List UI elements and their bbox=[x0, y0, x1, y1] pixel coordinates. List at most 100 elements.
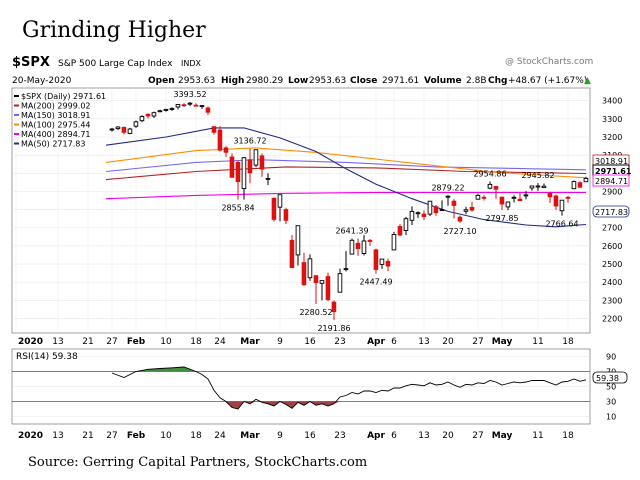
candle-up bbox=[295, 225, 301, 256]
price-tick-label: 2700 bbox=[602, 224, 622, 233]
rsi-series-line bbox=[111, 366, 587, 410]
date-tick-label: 13 bbox=[52, 337, 63, 347]
date-tick-label: May bbox=[492, 337, 513, 347]
candle-down bbox=[421, 213, 427, 218]
rsi-tick-label: 90 bbox=[606, 353, 616, 362]
candle-down bbox=[331, 301, 337, 313]
date-axis-lower: 2020 13 21 27 Feb 10 18 24 Mar 9 16 23 Apr 6 13 20 27 May… bbox=[18, 431, 574, 441]
volume-label: Volume bbox=[424, 76, 462, 86]
date-tick-label: 18 bbox=[562, 431, 574, 441]
date-tick-label: 11 bbox=[532, 337, 543, 347]
page-title: Grinding Higher bbox=[22, 18, 206, 43]
candle-down bbox=[193, 104, 199, 107]
date-tick-label: 20 bbox=[442, 431, 454, 441]
date-tick-label: 18 bbox=[190, 431, 202, 441]
candle-up bbox=[487, 183, 493, 189]
candle-up bbox=[523, 194, 529, 197]
candle-down bbox=[145, 113, 151, 117]
candle-down bbox=[181, 104, 187, 107]
price-annotation: 3393.52 bbox=[173, 90, 206, 99]
candle-up bbox=[529, 185, 535, 189]
rsi-tick-label: 50 bbox=[606, 383, 616, 392]
date-tick-label: 9 bbox=[277, 431, 283, 441]
candle-up bbox=[535, 185, 541, 188]
price-tick-label: 2500 bbox=[602, 260, 622, 269]
price-candles bbox=[109, 101, 589, 320]
price-tick-label: 3200 bbox=[602, 133, 622, 142]
price-tick-label: 2200 bbox=[602, 314, 622, 323]
ma400-tag-value: 2894.71 bbox=[595, 177, 628, 186]
candle-up bbox=[349, 239, 355, 255]
date-tick-label: 21 bbox=[82, 431, 93, 441]
chart-date: 20-May-2020 bbox=[12, 76, 72, 86]
price-tick-label: 2400 bbox=[602, 278, 622, 287]
date-tick-label: 11 bbox=[532, 431, 543, 441]
date-tick-label: Feb bbox=[127, 431, 146, 441]
candle-up bbox=[475, 194, 481, 200]
candle-up bbox=[265, 177, 271, 180]
ma400-tag bbox=[592, 174, 630, 187]
candle-up bbox=[133, 121, 139, 127]
candle-down bbox=[229, 156, 235, 178]
legend-entry: $SPX (Daily) 2971.61 bbox=[21, 92, 106, 101]
date-tick-label: Mar bbox=[240, 431, 260, 441]
price-annotation: 2855.84 bbox=[221, 204, 254, 213]
chg-up-arrow-icon: ▲ bbox=[584, 76, 591, 86]
candle-up bbox=[157, 110, 163, 113]
candle-up bbox=[361, 240, 367, 254]
rsi-tick-label: 30 bbox=[606, 398, 616, 407]
rsi-overbought-fill bbox=[112, 367, 586, 372]
price-annotation: 2280.52 bbox=[299, 308, 332, 317]
price-tick-label: 2300 bbox=[602, 296, 622, 305]
price-annotation: 2797.85 bbox=[485, 214, 518, 223]
ohlc-open-label: Open bbox=[148, 76, 175, 86]
candle-up bbox=[109, 128, 115, 131]
rsi-line bbox=[111, 366, 587, 410]
moving-average-lines bbox=[105, 127, 587, 228]
ma-line-ma400 bbox=[105, 191, 586, 200]
candle-down bbox=[217, 129, 223, 151]
date-tick-label: 24 bbox=[214, 337, 226, 347]
candle-down bbox=[205, 107, 211, 113]
price-tick-label: 2600 bbox=[602, 242, 622, 251]
candle-down bbox=[457, 216, 463, 222]
candle-up bbox=[511, 196, 517, 199]
header-bar bbox=[8, 52, 632, 72]
candle-down bbox=[493, 186, 499, 190]
ohlc-close-label: Close bbox=[350, 76, 377, 86]
candle-up bbox=[277, 194, 283, 208]
candle-up bbox=[337, 273, 343, 293]
price-annotation: 2641.39 bbox=[335, 226, 368, 235]
candle-down bbox=[469, 206, 475, 211]
candle-down bbox=[223, 147, 229, 153]
rsi-tag bbox=[592, 371, 628, 384]
candle-up bbox=[427, 200, 433, 215]
candle-down bbox=[481, 196, 487, 199]
rsi-tick-label: 10 bbox=[606, 413, 616, 422]
ma-line-ma100 bbox=[105, 147, 587, 179]
candle-down bbox=[235, 161, 241, 183]
candle-up bbox=[241, 157, 247, 190]
price-annotation: 2766.64 bbox=[545, 220, 578, 229]
price-annotation: 2879.22 bbox=[431, 183, 464, 192]
date-tick-label: 20 bbox=[442, 337, 454, 347]
symbol-label: $SPX bbox=[12, 55, 50, 70]
candle-up bbox=[163, 108, 169, 111]
candle-up bbox=[379, 258, 385, 265]
ohlc-high-value: 2980.29 bbox=[246, 76, 283, 86]
date-tick-label: 27 bbox=[472, 337, 483, 347]
date-tick-label: May bbox=[492, 431, 513, 441]
price-annotation: 2954.86 bbox=[473, 169, 506, 178]
candle-down bbox=[499, 196, 505, 205]
volume-value: 2.8B bbox=[466, 76, 487, 86]
date-tick-label: 27 bbox=[106, 337, 117, 347]
candle-up bbox=[445, 195, 451, 198]
index-name: S&P 500 Large Cap Index bbox=[58, 59, 173, 69]
legend-entry: MA(400) 2894.71 bbox=[21, 130, 91, 139]
close-tag-value: 2971.61 bbox=[595, 167, 632, 176]
date-tick-label: 13 bbox=[52, 431, 63, 441]
candle-down bbox=[517, 198, 523, 202]
candle-up bbox=[415, 212, 421, 215]
price-annotations: 3393.52 3136.72 2855.84 2641.39 2447.49 2280.… bbox=[173, 90, 578, 333]
rsi-oversold-fill bbox=[112, 401, 586, 409]
